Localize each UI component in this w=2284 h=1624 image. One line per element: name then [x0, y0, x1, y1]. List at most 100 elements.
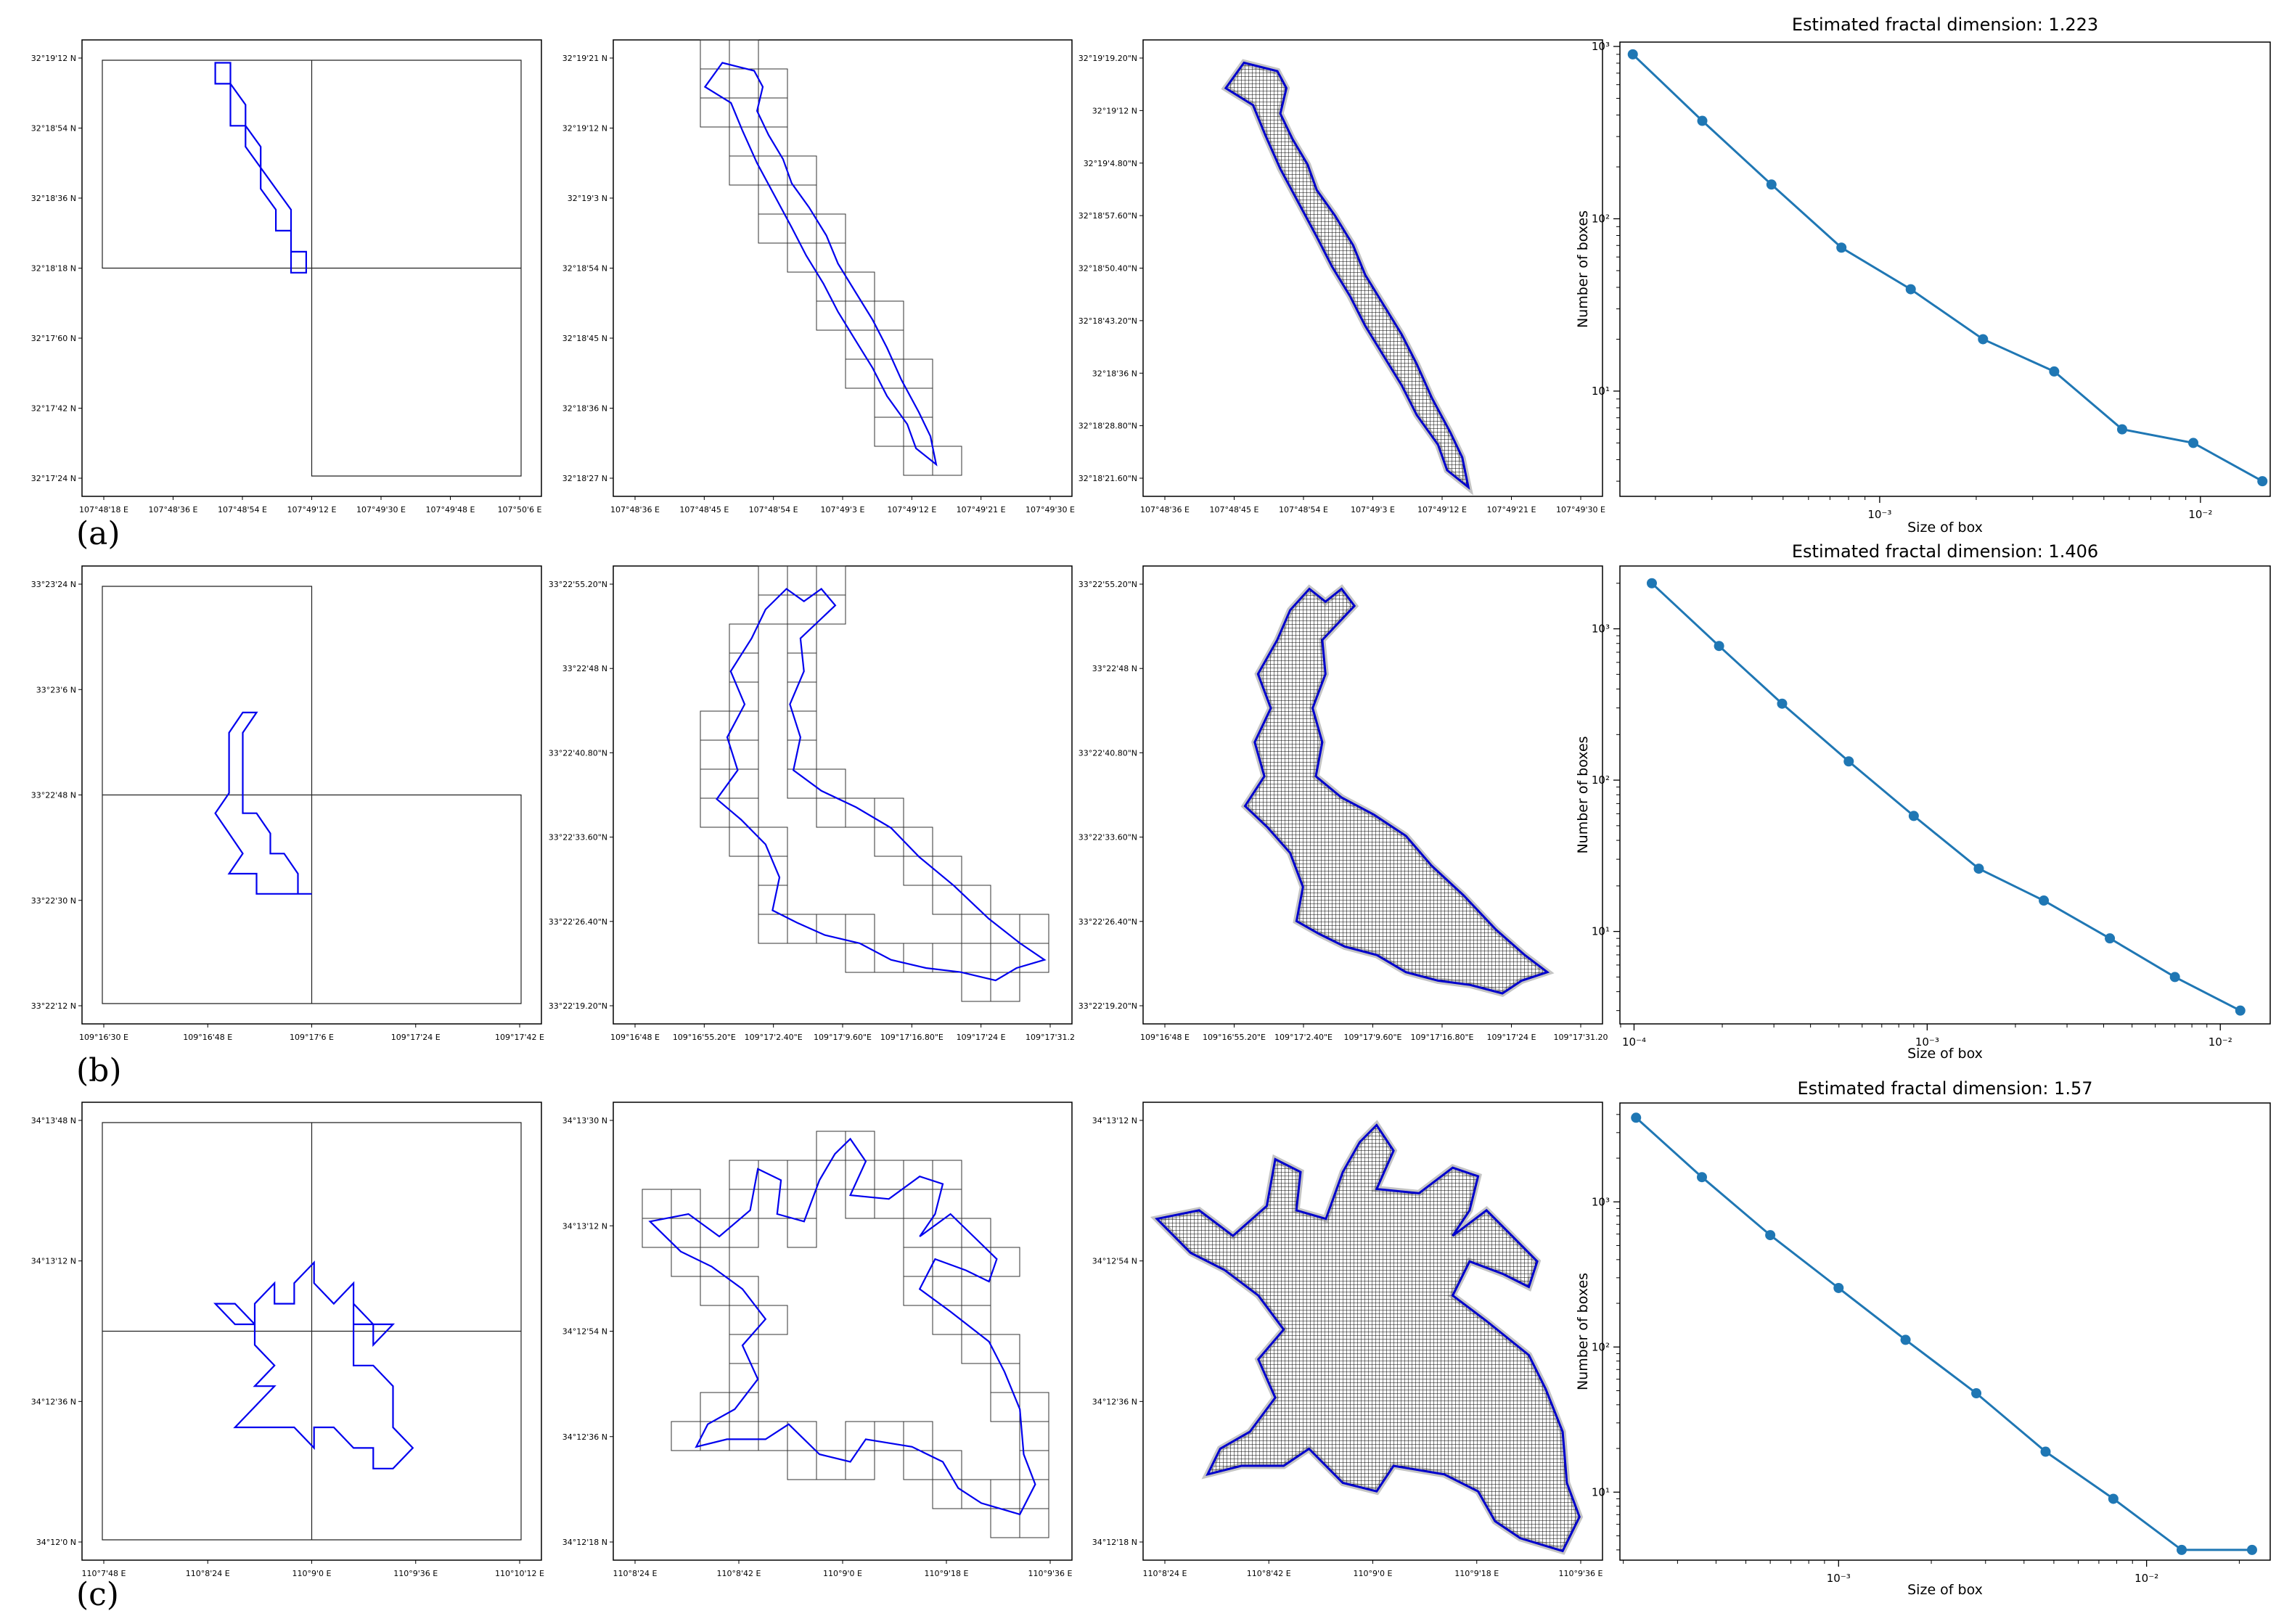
- covering-box: [729, 623, 759, 654]
- map-lat-tick: 34°13'48 N: [31, 1116, 76, 1125]
- map-lat-tick: 34°12'0 N: [36, 1538, 76, 1547]
- map-lon-tick: 110°9'0 E: [292, 1569, 332, 1578]
- data-point: [1765, 1230, 1776, 1241]
- y-tick-label: 10¹: [1592, 925, 1610, 938]
- covering-box: [845, 329, 875, 360]
- grid-lat-tick: 32°19'21 N: [562, 54, 607, 63]
- fine-lat-tick: 32°18'21.60"N: [1078, 474, 1137, 483]
- x-tick-label: 10⁻²: [2188, 508, 2212, 521]
- row-label: (c): [76, 1576, 119, 1613]
- data-point: [1714, 641, 1724, 652]
- grid-lon-tick: 107°49'30 E: [1026, 505, 1075, 514]
- fine-lon-tick: 107°49'21 E: [1487, 505, 1536, 514]
- data-point: [1971, 1388, 1982, 1399]
- fine-lat-tick: 32°18'36 N: [1092, 369, 1137, 378]
- data-point: [1836, 242, 1847, 253]
- fine-lat-tick: 34°12'18 N: [1092, 1538, 1137, 1547]
- data-point: [1900, 1334, 1911, 1345]
- grid-lat-tick: 32°19'12 N: [562, 124, 607, 134]
- x-tick-label: 10⁻²: [2209, 1035, 2232, 1049]
- grid-lon-tick: 109°17'31.2: [1026, 1033, 1075, 1042]
- fine-lon-tick: 107°49'3 E: [1351, 505, 1395, 514]
- lake-outline: [648, 1137, 1036, 1516]
- chart-frame: [1619, 565, 2271, 1025]
- lake-outline: [1243, 587, 1550, 995]
- data-point: [1777, 698, 1788, 709]
- fine-lat-tick: 34°13'12 N: [1092, 1116, 1137, 1125]
- grid-lat-tick: 33°22'26.40"N: [549, 917, 607, 927]
- covering-box: [758, 184, 788, 215]
- data-point: [2108, 1493, 2119, 1504]
- data-point: [1973, 864, 1984, 874]
- fine-lon-tick: 109°16'55.20"E: [1203, 1033, 1266, 1042]
- map-lon-tick: 107°48'54 E: [218, 505, 267, 514]
- fine-lon-tick: 109°16'48 E: [1140, 1033, 1190, 1042]
- covering-box: [671, 1421, 701, 1451]
- data-point: [2169, 972, 2180, 983]
- grid-lon-tick: 107°48'36 E: [610, 505, 660, 514]
- map-lon-tick: 109°17'24 E: [391, 1033, 441, 1042]
- fine-lon-tick: 109°17'9.60"E: [1343, 1033, 1401, 1042]
- chart-title: Estimated fractal dimension: 1.406: [1792, 541, 2098, 562]
- fine-grid-frame: [1142, 39, 1603, 497]
- fine-lon-tick: 107°48'45 E: [1210, 505, 1259, 514]
- map-lat-tick: 33°23'24 N: [31, 580, 76, 589]
- fine-lat-tick: 33°22'26.40"N: [1078, 917, 1137, 927]
- map-lon-tick: 110°7'48 E: [82, 1569, 126, 1578]
- y-tick-label: 10¹: [1592, 385, 1610, 398]
- fine-lat-tick: 33°22'33.60"N: [1078, 833, 1137, 842]
- series-line: [1650, 582, 2241, 1012]
- lake-outline: [214, 711, 312, 895]
- grid-lon-tick: 109°16'48 E: [610, 1033, 660, 1042]
- coarse-grid-frame: [613, 565, 1073, 1025]
- covering-box: [874, 387, 904, 418]
- y-tick-label: 10³: [1592, 623, 1610, 636]
- coarse-grid-frame: [613, 1102, 1073, 1561]
- data-point: [2105, 933, 2116, 944]
- map-lat-tick: 32°18'54 N: [31, 124, 76, 134]
- y-axis-label: Number of boxes: [1575, 1273, 1591, 1390]
- grid-lon-tick: 109°17'2.40"E: [745, 1033, 803, 1042]
- map-lat-tick: 33°23'6 N: [36, 685, 76, 694]
- covering-box: [816, 300, 846, 331]
- map-lat-tick: 32°17'42 N: [31, 404, 76, 414]
- y-tick-label: 10²: [1592, 774, 1610, 787]
- fine-lat-tick: 33°22'40.80"N: [1078, 748, 1137, 758]
- coarse-grid-frame: [613, 39, 1073, 497]
- x-axis-label: Size of box: [1907, 1582, 1983, 1598]
- lake-outline: [213, 1260, 414, 1469]
- chart-frame: [1619, 1102, 2271, 1561]
- fine-lat-tick: 33°22'19.20"N: [1078, 1001, 1137, 1011]
- map-lon-tick: 110°8'24 E: [186, 1569, 230, 1578]
- data-point: [2040, 1446, 2051, 1457]
- y-tick-label: 10¹: [1592, 1485, 1610, 1498]
- map-lon-tick: 110°9'36 E: [393, 1569, 438, 1578]
- data-point: [1978, 334, 1989, 345]
- map-lon-tick: 107°50'6 E: [498, 505, 542, 514]
- y-tick-label: 10³: [1592, 40, 1610, 53]
- grid-lon-tick: 110°9'0 E: [823, 1569, 862, 1578]
- map-lon-tick: 109°17'42 E: [495, 1033, 544, 1042]
- fine-lat-tick: 32°18'43.20"N: [1078, 316, 1137, 326]
- fine-lat-tick: 33°22'55.20"N: [1078, 580, 1137, 589]
- grid-lat-tick: 34°12'18 N: [562, 1538, 607, 1547]
- x-tick-label: 10⁻³: [1827, 1572, 1851, 1585]
- map-lon-tick: 107°49'48 E: [426, 505, 475, 514]
- fine-lat-tick: 32°18'50.40"N: [1078, 264, 1137, 274]
- grid-lon-tick: 107°49'3 E: [821, 505, 865, 514]
- grid-lon-tick: 107°48'45 E: [679, 505, 729, 514]
- grid-lat-tick: 33°22'55.20"N: [549, 580, 607, 589]
- x-axis-label: Size of box: [1907, 1046, 1983, 1062]
- map-lon-tick: 109°16'48 E: [183, 1033, 232, 1042]
- fine-lon-tick: 110°9'18 E: [1454, 1569, 1499, 1578]
- data-point: [1833, 1282, 1844, 1293]
- series-line: [1635, 1117, 2252, 1551]
- fine-lat-tick: 32°19'4.80"N: [1084, 159, 1137, 168]
- covering-box: [961, 972, 991, 1002]
- data-point: [2039, 895, 2050, 906]
- grid-lon-tick: 109°17'9.60"E: [814, 1033, 872, 1042]
- y-tick-label: 10²: [1592, 1340, 1610, 1353]
- fine-lat-tick: 34°12'54 N: [1092, 1257, 1137, 1266]
- fine-lon-tick: 110°9'0 E: [1354, 1569, 1393, 1578]
- grid-lon-tick: 107°49'12 E: [887, 505, 936, 514]
